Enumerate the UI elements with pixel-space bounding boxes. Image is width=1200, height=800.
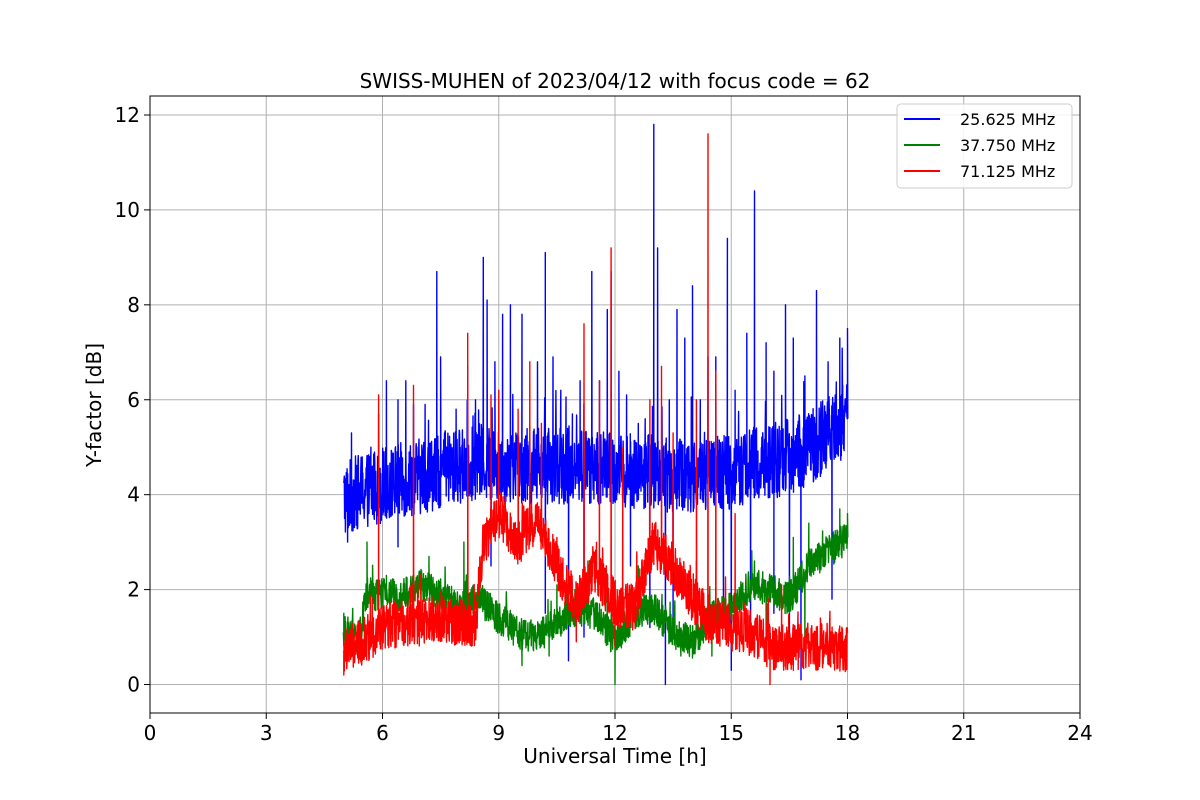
x-tick-label: 6 bbox=[376, 721, 389, 745]
x-tick-label: 0 bbox=[144, 721, 157, 745]
series-line-3 bbox=[342, 133, 849, 686]
x-tick-label: 24 bbox=[1067, 721, 1092, 745]
x-tick-label: 21 bbox=[951, 721, 976, 745]
series-line-2 bbox=[342, 508, 849, 686]
legend: 25.625 MHz 37.750 MHz 71.125 MHz bbox=[896, 103, 1073, 189]
x-tick-label: 12 bbox=[602, 721, 627, 745]
x-axis: 0 3 6 9 12 15 18 21 24 bbox=[144, 713, 1093, 745]
y-axis: 0 2 4 6 8 10 12 bbox=[115, 103, 150, 697]
series-layer bbox=[342, 123, 849, 686]
y-tick-label: 6 bbox=[127, 388, 140, 412]
series-line-1 bbox=[343, 123, 849, 686]
legend-label-1: 25.625 MHz bbox=[960, 110, 1055, 129]
x-tick-label: 3 bbox=[260, 721, 273, 745]
chart-title: SWISS-MUHEN of 2023/04/12 with focus cod… bbox=[360, 69, 871, 93]
x-axis-label: Universal Time [h] bbox=[523, 744, 706, 768]
x-tick-label: 9 bbox=[492, 721, 505, 745]
x-tick-label: 15 bbox=[719, 721, 744, 745]
y-tick-label: 8 bbox=[127, 293, 140, 317]
y-tick-label: 2 bbox=[127, 578, 140, 602]
y-tick-label: 0 bbox=[127, 673, 140, 697]
legend-box bbox=[896, 103, 1073, 189]
x-tick-label: 18 bbox=[835, 721, 860, 745]
y-tick-label: 12 bbox=[115, 103, 140, 127]
y-axis-label: Y-factor [dB] bbox=[82, 343, 106, 468]
legend-label-2: 37.750 MHz bbox=[960, 136, 1055, 155]
legend-label-3: 71.125 MHz bbox=[960, 162, 1055, 181]
y-tick-label: 10 bbox=[115, 198, 140, 222]
y-tick-label: 4 bbox=[127, 483, 140, 507]
